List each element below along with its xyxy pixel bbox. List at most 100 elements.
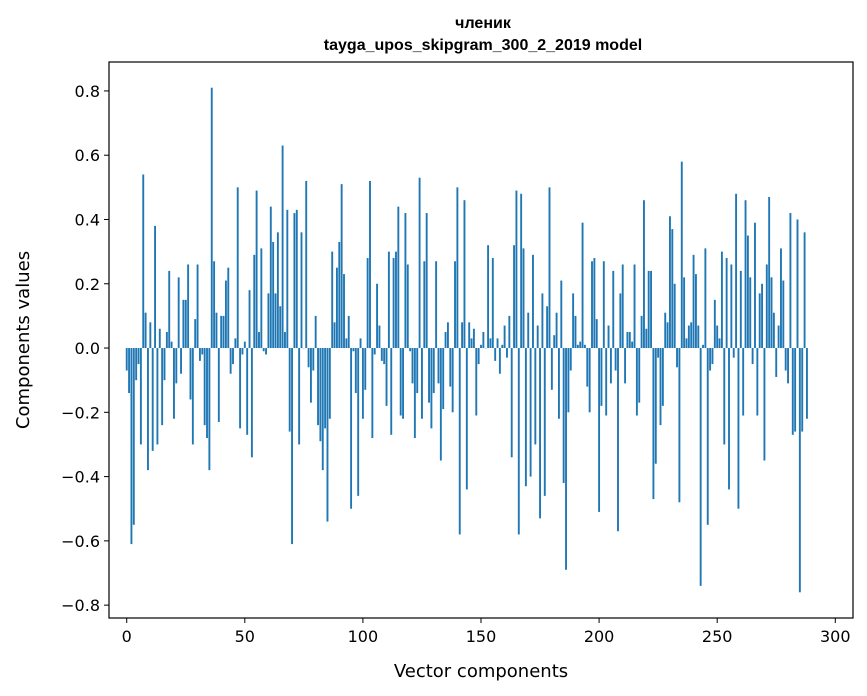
bar-254: [725, 258, 728, 349]
bar-147: [472, 328, 475, 349]
bar-221: [647, 270, 650, 349]
bar-269: [761, 283, 764, 349]
bar-0: [125, 348, 128, 371]
bar-214: [631, 341, 634, 349]
chart-title: членик: [455, 15, 512, 32]
bar-94: [347, 315, 350, 349]
bar-161: [506, 348, 508, 358]
bar-252: [720, 251, 723, 349]
bar-149: [477, 348, 480, 365]
bar-273: [770, 277, 773, 349]
bar-8: [144, 312, 147, 349]
bar-271: [765, 264, 768, 349]
bar-175: [539, 348, 541, 519]
bar-33: [203, 348, 206, 426]
bar-118: [404, 213, 407, 349]
bar-246: [706, 348, 709, 525]
bar-17: [165, 331, 168, 349]
bar-131: [435, 261, 438, 349]
bar-170: [527, 312, 530, 349]
bar-204: [607, 325, 610, 349]
bar-43: [227, 267, 230, 349]
bar-169: [524, 348, 527, 487]
bar-90: [338, 241, 341, 349]
bar-77: [307, 348, 310, 368]
x-tick-label: 300: [820, 627, 851, 646]
y-axis-label: Components values: [13, 251, 34, 429]
bar-102: [366, 258, 369, 349]
bar-263: [746, 235, 749, 349]
bar-193: [581, 222, 584, 349]
bar-106: [376, 283, 379, 349]
bar-88: [333, 322, 336, 349]
bar-46: [234, 338, 237, 349]
bar-208: [617, 348, 619, 532]
bar-1: [128, 348, 131, 394]
bar-272: [768, 196, 771, 349]
bar-250: [716, 325, 719, 349]
bar-58: [262, 348, 265, 352]
bar-119: [406, 264, 409, 349]
bar-261: [742, 348, 745, 416]
bar-22: [177, 277, 180, 349]
bar-216: [635, 348, 638, 416]
bar-128: [428, 348, 430, 403]
bar-98: [357, 348, 360, 496]
bar-229: [666, 322, 669, 349]
bar-115: [397, 206, 400, 349]
bar-247: [709, 348, 712, 371]
bar-201: [600, 348, 603, 406]
bar-79: [312, 348, 315, 371]
bar-179: [548, 187, 551, 349]
bar-62: [272, 241, 275, 349]
x-tick-label: 200: [584, 627, 615, 646]
bar-87: [331, 251, 334, 349]
bar-281: [789, 213, 792, 349]
bar-37: [213, 261, 216, 349]
bar-92: [343, 274, 345, 349]
y-axis-ticks: 0.8 0.6 0.4 0.2 0.0 −0.2 −0.4 −0.6 −0.8: [61, 82, 109, 615]
bar-4: [135, 348, 138, 381]
bar-7: [142, 174, 145, 349]
bar-249: [713, 299, 716, 349]
bar-16: [163, 348, 166, 381]
bar-120: [409, 348, 412, 352]
bar-253: [723, 348, 726, 445]
bar-44: [229, 348, 232, 374]
bar-167: [520, 193, 523, 349]
y-tick-label: −0.4: [61, 468, 100, 487]
bar-19: [170, 341, 173, 349]
bar-60: [267, 293, 270, 349]
bar-142: [461, 322, 464, 349]
bar-150: [480, 344, 482, 349]
bar-177: [543, 348, 546, 496]
y-tick-label: 0.0: [75, 339, 100, 358]
bar-23: [180, 348, 182, 374]
bar-24: [182, 299, 185, 349]
bar-173: [534, 348, 537, 445]
bar-151: [482, 331, 485, 349]
bar-116: [399, 348, 402, 416]
bar-130: [432, 348, 435, 394]
bar-95: [350, 348, 353, 509]
bar-195: [586, 348, 589, 387]
bar-85: [326, 348, 329, 522]
bar-137: [449, 348, 452, 387]
bar-256: [730, 264, 733, 349]
bar-57: [260, 248, 263, 349]
bar-224: [654, 348, 657, 464]
chart-subtitle: tayga_upos_skipgram_300_2_2019 model: [324, 37, 642, 54]
bar-192: [579, 341, 582, 349]
bar-189: [572, 293, 575, 349]
bar-30: [196, 264, 199, 349]
bar-232: [673, 283, 676, 349]
bar-146: [470, 338, 473, 349]
bar-45: [232, 348, 234, 365]
x-tick-label: 150: [466, 627, 497, 646]
bar-112: [390, 348, 393, 435]
bar-284: [796, 219, 799, 349]
bar-265: [751, 348, 754, 365]
bar-91: [340, 184, 343, 349]
bar-230: [669, 216, 671, 349]
bar-186: [565, 348, 567, 570]
